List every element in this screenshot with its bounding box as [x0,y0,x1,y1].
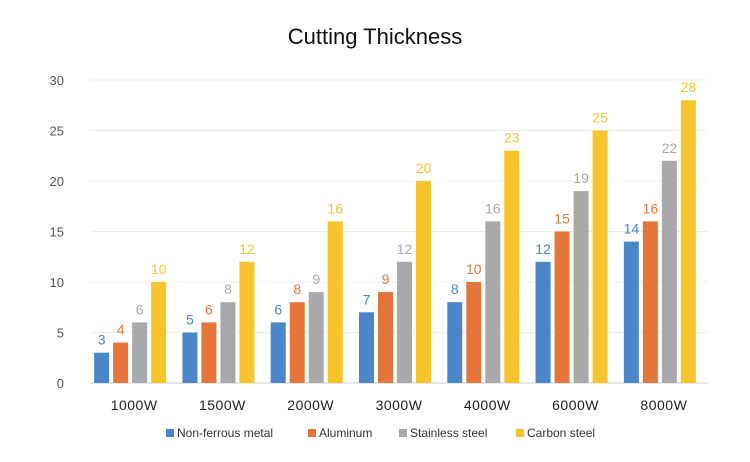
bar [535,261,551,383]
x-tick-label: 2000W [287,397,334,413]
legend-label: Aluminum [319,426,372,440]
data-label: 3 [98,332,106,348]
legend-swatch [308,429,316,437]
bar [94,352,110,383]
bars [94,100,696,383]
data-label: 6 [274,301,282,317]
bar [397,261,412,383]
bar [416,181,431,383]
bar [680,100,696,383]
data-label: 6 [205,301,213,317]
data-labels: 3461056812689167912208101623121519251416… [98,79,697,348]
data-label: 12 [239,241,255,257]
y-tick-label: 10 [50,275,64,290]
bar [554,231,570,383]
legend-swatch [399,429,407,437]
y-tick-label: 30 [50,73,64,88]
data-label: 23 [504,130,520,146]
legend-swatch [516,429,524,437]
y-tick-label: 5 [57,326,64,341]
legend-swatch [166,429,174,437]
x-tick-label: 8000W [640,397,687,413]
bar [327,221,343,383]
x-tick-label: 6000W [552,397,599,413]
legend-label: Stainless steel [410,426,487,440]
data-label: 10 [151,261,167,277]
data-label: 12 [535,241,551,257]
data-label: 7 [363,291,371,307]
bar [447,302,463,383]
data-label: 16 [327,200,343,216]
bar [201,322,217,383]
data-label: 25 [592,110,608,126]
bar [113,342,129,383]
data-label: 19 [573,170,589,186]
bar [359,312,374,383]
data-label: 8 [293,281,301,297]
bar [466,282,482,383]
y-axis-ticks: 0 5 10 15 20 25 30 [50,73,64,391]
data-label: 6 [136,301,144,317]
bar [151,282,167,383]
bar [289,302,305,383]
x-tick-label: 1500W [199,397,246,413]
y-tick-label: 25 [50,124,64,139]
data-label: 14 [624,221,640,237]
bar [270,322,286,383]
data-label: 4 [117,322,125,338]
data-label: 16 [643,200,659,216]
legend: Non-ferrous metal Aluminum Stainless steel… [166,426,595,440]
x-axis-ticks: 1000W 1500W 2000W 3000W 4000W 6000W 8000W [111,397,687,413]
data-label: 15 [554,211,570,227]
legend-label: Non-ferrous metal [177,426,273,440]
legend-label: Carbon steel [527,426,595,440]
bar [308,292,324,383]
bar [182,332,198,383]
data-label: 9 [312,271,320,287]
bar [239,261,255,383]
bar [573,191,589,383]
chart-title: Cutting Thickness [288,24,462,49]
data-label: 8 [224,281,232,297]
x-tick-label: 4000W [464,397,511,413]
data-label: 9 [382,271,390,287]
x-tick-label: 3000W [376,397,423,413]
bar [592,130,608,383]
bar [642,221,658,383]
y-tick-label: 15 [50,225,64,240]
data-label: 22 [662,140,678,156]
bar [504,150,520,383]
data-label: 5 [186,312,194,328]
data-label: 12 [397,241,413,257]
bar [623,241,639,383]
data-label: 8 [451,281,459,297]
data-label: 10 [466,261,482,277]
data-label: 20 [416,160,432,176]
bar [220,302,236,383]
y-tick-label: 20 [50,174,64,189]
data-label: 28 [681,79,697,95]
bar [378,292,393,383]
bar [661,160,677,383]
bar [132,322,148,383]
bar [485,221,501,383]
data-label: 16 [485,200,501,216]
x-tick-label: 1000W [111,397,158,413]
y-tick-label: 0 [57,376,64,391]
